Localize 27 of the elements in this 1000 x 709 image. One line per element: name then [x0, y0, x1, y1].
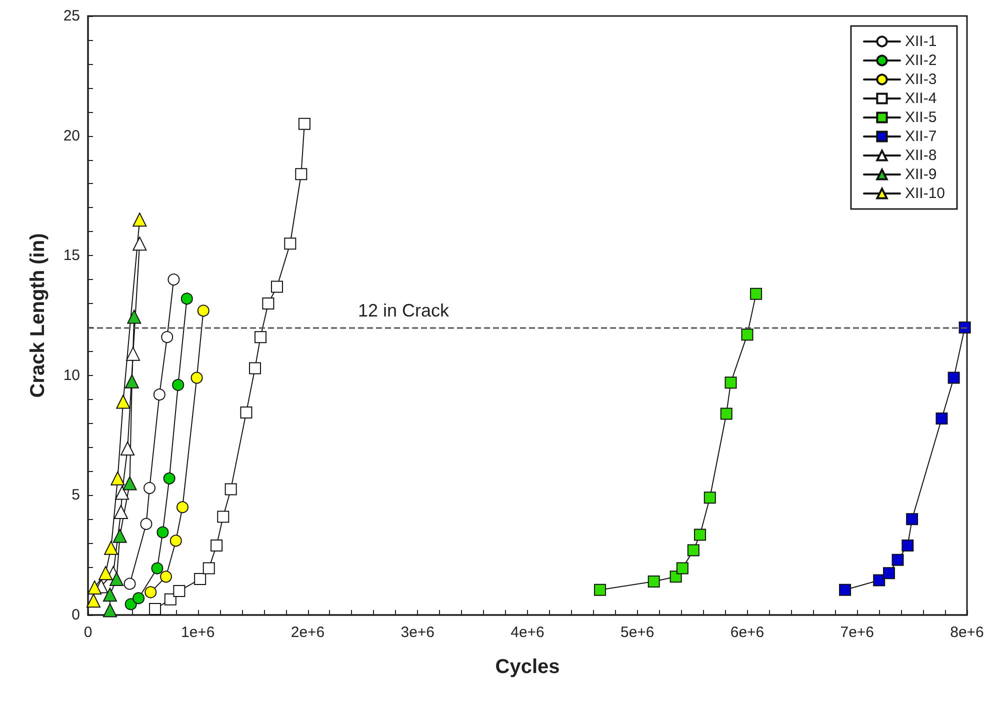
- y-axis-title: Crack Length (in): [27, 233, 49, 398]
- legend-label: XII-2: [904, 52, 937, 69]
- x-tick-label: 8e+6: [950, 624, 984, 641]
- x-tick-label: 2e+6: [290, 624, 325, 641]
- ref-line-label: 12 in Crack: [358, 300, 450, 320]
- legend-label: XII-8: [904, 147, 937, 164]
- legend-label: XII-3: [904, 71, 937, 88]
- legend-label: XII-1: [904, 33, 937, 50]
- y-tick-label: 25: [63, 8, 80, 24]
- legend-label: XII-9: [904, 166, 937, 183]
- x-tick-label: 5e+6: [620, 624, 654, 641]
- x-tick-label: 6e+6: [730, 624, 764, 641]
- legend-label: XII-10: [904, 185, 946, 202]
- x-axis-title: Cycles: [495, 656, 560, 678]
- legend-label: XII-7: [904, 128, 937, 145]
- y-tick-label: 10: [63, 366, 80, 384]
- x-tick-label: 7e+6: [840, 624, 874, 641]
- legend-label: XII-5: [904, 109, 937, 126]
- y-tick-label: 15: [63, 247, 80, 264]
- y-tick-label: 20: [63, 127, 80, 144]
- y-tick-label: 5: [72, 486, 80, 504]
- x-tick-label: 4e+6: [510, 624, 544, 641]
- y-tick-label: 0: [72, 606, 80, 624]
- x-tick-label: 3e+6: [400, 624, 435, 641]
- legend-label: XII-4: [904, 90, 937, 107]
- x-tick-label: 1e+6: [180, 624, 215, 641]
- x-tick-label: 0: [84, 624, 92, 641]
